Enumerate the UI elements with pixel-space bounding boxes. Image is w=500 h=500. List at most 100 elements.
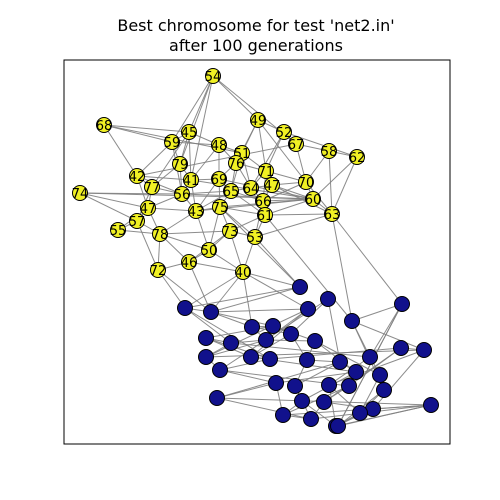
node-circle (188, 203, 204, 219)
node-circle (265, 318, 281, 334)
node-circle (247, 229, 263, 245)
edge-45-41 (188, 131, 192, 181)
edge-b07-b21 (327, 298, 341, 363)
node-b05 (265, 318, 281, 334)
node-b12 (300, 301, 316, 317)
node-45: 45 (181, 124, 198, 141)
edge-68-59 (103, 124, 173, 143)
node-label: 58 (321, 145, 338, 160)
node-63: 63 (324, 206, 341, 223)
node-circle (299, 352, 315, 368)
node-circle (287, 378, 303, 394)
node-b29 (341, 378, 357, 394)
node-circle (129, 168, 145, 184)
edge-b17-b26 (219, 369, 277, 384)
node-label: 49 (250, 114, 267, 129)
node-circle (183, 172, 199, 188)
node-61: 61 (257, 207, 273, 224)
node-54: 54 (205, 68, 221, 85)
node-label: 64 (243, 182, 260, 197)
edge-b21-b27 (294, 361, 341, 387)
node-circle (211, 171, 227, 187)
node-46: 46 (181, 254, 197, 271)
node-b30 (376, 382, 392, 398)
edge-b20-b24 (351, 320, 425, 351)
node-40: 40 (235, 264, 252, 281)
node-label: 79 (172, 158, 189, 173)
edge-63-b20 (331, 213, 353, 322)
node-label: 63 (324, 208, 341, 223)
node-circle (330, 418, 346, 434)
node-b15 (299, 352, 315, 368)
node-circle (316, 394, 332, 410)
edge-49-70 (257, 119, 307, 183)
edge-40-b01 (242, 271, 301, 288)
node-62: 62 (349, 149, 365, 166)
node-label: 42 (129, 170, 146, 185)
edge-50-78 (159, 233, 210, 251)
node-b37 (303, 411, 319, 427)
edge-46-40 (188, 261, 244, 273)
node-circle (129, 213, 145, 229)
edge-78-73 (159, 230, 231, 235)
node-circle (211, 137, 227, 153)
edge-b01-b03 (210, 286, 301, 313)
node-circle (362, 349, 378, 365)
edge-b01-b02 (184, 286, 301, 309)
node-circle (228, 155, 244, 171)
node-label: 48 (211, 139, 228, 154)
edge-61-b20 (264, 214, 353, 322)
node-56: 56 (174, 186, 191, 203)
node-circle (258, 163, 274, 179)
edge-74-47 (79, 192, 149, 209)
node-circle (324, 206, 340, 222)
node-label: 56 (174, 188, 191, 203)
node-label: 60 (305, 193, 322, 208)
node-circle (393, 340, 409, 356)
edge-b11-b25 (314, 340, 381, 376)
edge-40-b12 (242, 271, 309, 310)
edge-61-63 (264, 213, 333, 216)
node-circle (198, 349, 214, 365)
node-label: 53 (247, 231, 264, 246)
edge-b03-b05 (210, 311, 274, 327)
node-circle (203, 304, 219, 320)
node-77: 77 (144, 179, 160, 196)
node-circle (288, 136, 304, 152)
node-label: 45 (181, 126, 198, 141)
node-circle (223, 335, 239, 351)
node-circle (283, 326, 299, 342)
node-b19 (362, 349, 378, 365)
node-circle (332, 354, 348, 370)
node-circle (262, 351, 278, 367)
node-circle (348, 364, 364, 380)
edge-42-41 (136, 175, 192, 181)
node-b07 (320, 291, 336, 307)
node-b01 (292, 279, 308, 295)
node-circle (243, 349, 259, 365)
node-circle (349, 149, 365, 165)
edge-b24-b28 (328, 349, 425, 386)
node-b11 (307, 333, 323, 349)
node-circle (264, 177, 280, 193)
node-label: 71 (258, 165, 275, 180)
node-circle (276, 124, 292, 140)
node-circle (376, 382, 392, 398)
node-circle (275, 407, 291, 423)
edge-b31-b37 (216, 397, 312, 420)
node-circle (394, 296, 410, 312)
node-circle (341, 378, 357, 394)
node-circle (172, 156, 188, 172)
node-b14 (262, 351, 278, 367)
node-circle (344, 313, 360, 329)
node-circle (320, 291, 336, 307)
node-47b: 47 (264, 177, 280, 194)
node-79: 79 (172, 156, 189, 173)
node-circle (321, 143, 337, 159)
edge-b16-b24 (205, 349, 425, 358)
edge-56-65 (181, 190, 232, 195)
node-label: 40 (235, 266, 252, 281)
edge-54-41 (190, 75, 214, 181)
node-68: 68 (96, 117, 112, 134)
